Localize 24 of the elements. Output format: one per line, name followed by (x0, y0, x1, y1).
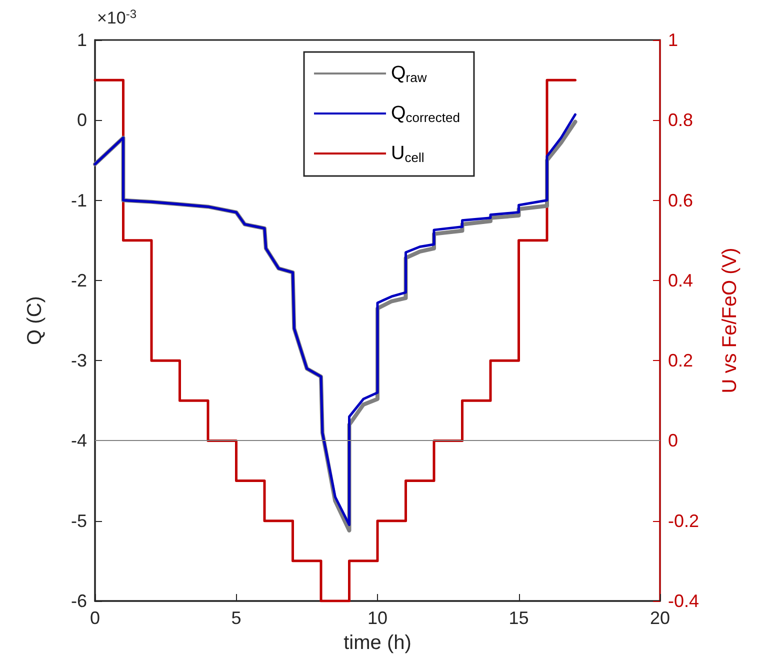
y-tick-label: -4 (70, 430, 87, 451)
y2-tick-label: 0.4 (668, 270, 694, 290)
y-tick-label: -1 (70, 190, 87, 210)
y-tick-label: 1 (76, 30, 87, 50)
y2-tick-label: 0.2 (668, 350, 694, 371)
y-tick-label: -5 (70, 510, 87, 531)
y2-tick-label: -0.4 (668, 591, 700, 611)
y2-tick-label: 0.6 (668, 190, 694, 210)
x-tick-label: 5 (231, 608, 242, 628)
x-tick-label: 0 (90, 608, 100, 628)
x-tick-label: 10 (367, 608, 388, 628)
y-tick-label: 0 (76, 110, 87, 130)
y2-tick-label: 0 (668, 430, 678, 451)
y2-axis-title: U vs Fe/FeO (V) (719, 248, 741, 394)
x-tick-label: 15 (508, 608, 529, 628)
y2-tick-label: -0.2 (668, 510, 700, 531)
x-tick-label: 20 (650, 608, 670, 628)
y2-tick-label: 1 (668, 30, 678, 50)
y-tick-label: -2 (70, 270, 87, 290)
y-axis-title: Q (C) (24, 296, 46, 345)
x-axis-title: time (h) (344, 632, 412, 654)
y2-tick-label: 0.8 (668, 110, 694, 130)
y-tick-label: -3 (70, 350, 87, 371)
y-tick-label: -6 (70, 591, 87, 611)
